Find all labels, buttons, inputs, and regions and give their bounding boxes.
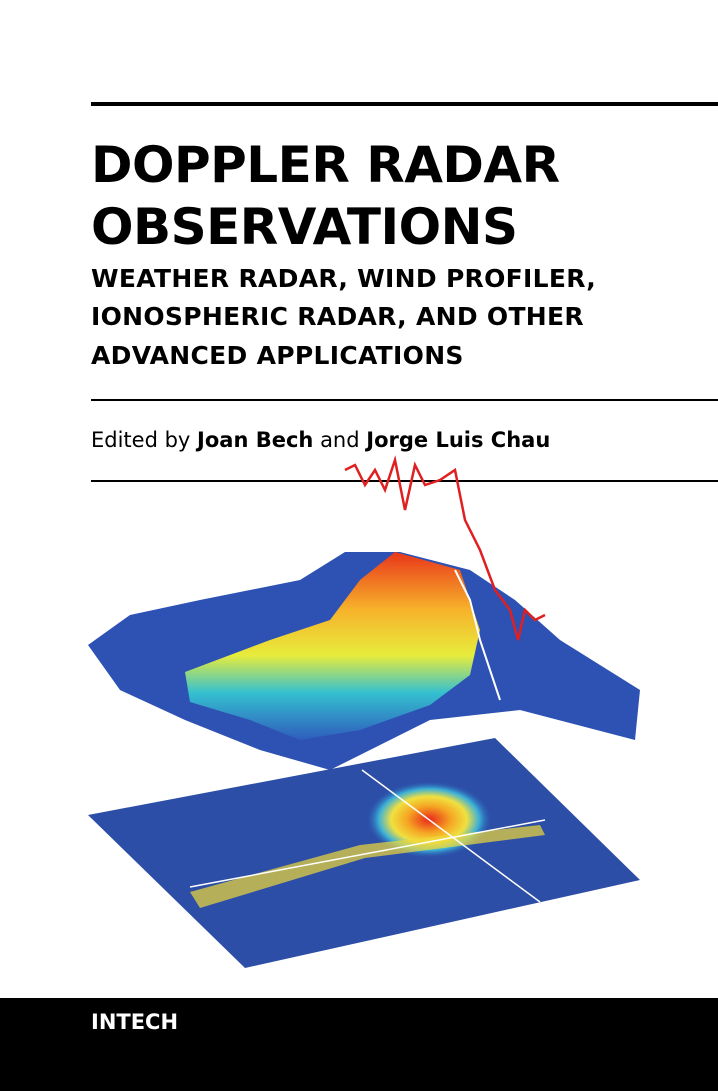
title-line: OBSERVATIONS [91, 198, 518, 256]
subtitle-line: ADVANCED APPLICATIONS [91, 341, 464, 370]
publisher: INTECH [91, 1010, 179, 1034]
radar-illustration [88, 455, 640, 968]
editors-prefix: Edited by [91, 428, 191, 452]
title-line: DOPPLER RADAR [91, 136, 560, 194]
profile-line [344, 455, 546, 641]
trace [361, 769, 541, 903]
lower-rule [91, 480, 718, 482]
editors: Edited by Joan Bech and Jorge Luis Chau [91, 428, 550, 452]
mid-rule [91, 399, 718, 401]
upper-band [185, 552, 480, 740]
editors-joiner: and [320, 428, 360, 452]
subtitle-line: IONOSPHERIC RADAR, AND OTHER [91, 302, 584, 331]
hotspot [330, 770, 510, 880]
subtitle-line: WEATHER RADAR, WIND PROFILER, [91, 264, 597, 293]
publisher-bar: INTECH [0, 998, 718, 1091]
editor-name: Jorge Luis Chau [366, 428, 551, 452]
top-rule [91, 102, 718, 106]
band [190, 825, 545, 908]
trace [189, 819, 546, 888]
editor-name: Joan Bech [197, 428, 314, 452]
profile-line [454, 569, 501, 701]
